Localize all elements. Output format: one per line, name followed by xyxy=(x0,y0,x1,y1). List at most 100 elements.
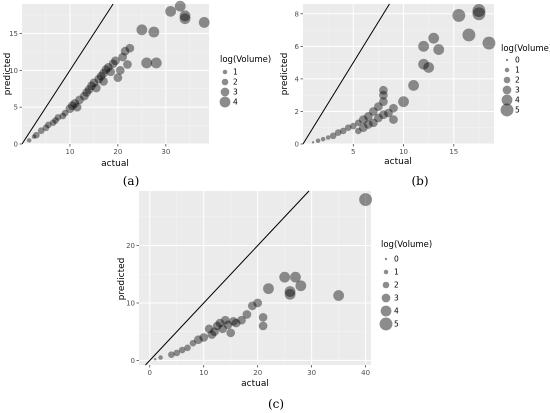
legend-key xyxy=(222,69,228,75)
data-point xyxy=(333,290,345,301)
data-point xyxy=(67,101,77,111)
legend-key xyxy=(503,76,511,84)
data-point xyxy=(125,43,135,53)
x-tick-label: 10 xyxy=(199,369,208,377)
data-point xyxy=(349,122,357,130)
legend-key xyxy=(221,78,229,86)
data-point xyxy=(379,90,388,100)
x-tick-label: 40 xyxy=(361,369,370,377)
data-point xyxy=(344,124,352,132)
data-point xyxy=(315,138,321,143)
identity-line xyxy=(21,3,114,145)
data-point xyxy=(374,113,383,123)
data-point xyxy=(263,283,274,295)
data-point xyxy=(179,10,191,22)
data-point xyxy=(215,318,225,328)
data-point xyxy=(226,328,236,338)
legend-title: log(Volume) xyxy=(381,240,432,250)
y-tick-label: 2 xyxy=(295,108,299,116)
data-point xyxy=(94,74,104,84)
data-point xyxy=(158,355,163,360)
legend-key xyxy=(219,96,231,108)
data-point xyxy=(418,58,430,70)
data-point xyxy=(363,111,373,121)
data-point xyxy=(150,57,162,69)
data-point xyxy=(184,344,191,352)
x-axis-label: actual xyxy=(384,157,412,167)
data-point xyxy=(65,104,75,113)
legend-key xyxy=(382,281,390,289)
data-point xyxy=(389,103,398,113)
y-axis-label: predicted xyxy=(117,258,127,301)
data-point xyxy=(165,5,177,17)
legend-title: log(Volume) xyxy=(501,44,550,54)
data-point xyxy=(52,117,59,124)
y-tick-label: 15 xyxy=(9,30,18,38)
data-point xyxy=(284,286,296,297)
y-tick-label: 10 xyxy=(126,299,135,307)
data-point xyxy=(363,120,373,129)
data-point xyxy=(212,321,222,331)
data-point xyxy=(258,312,268,322)
data-point xyxy=(91,83,101,93)
y-axis-label: predicted xyxy=(280,53,290,96)
data-point xyxy=(82,88,92,97)
data-point xyxy=(329,132,337,140)
legend-label: 3 xyxy=(233,88,238,97)
legend-label: 5 xyxy=(515,106,520,115)
y-tick-label: 10 xyxy=(9,67,18,75)
data-point xyxy=(334,129,342,136)
y-tick-label: 8 xyxy=(295,10,299,18)
x-tick-label: 20 xyxy=(253,369,262,377)
plot-background xyxy=(22,4,209,144)
legend-key xyxy=(504,67,510,73)
data-point xyxy=(168,351,175,358)
legend-label: 0 xyxy=(394,255,399,264)
data-point xyxy=(398,96,409,108)
data-point xyxy=(79,91,89,101)
identity-line xyxy=(302,3,390,145)
data-point xyxy=(354,119,362,127)
y-tick-label: 5 xyxy=(14,104,18,112)
data-point xyxy=(258,321,268,331)
data-point xyxy=(108,59,118,69)
x-axis-label: actual xyxy=(101,159,129,169)
data-point xyxy=(389,115,398,124)
data-point xyxy=(189,339,197,347)
data-point xyxy=(423,62,435,73)
data-point xyxy=(472,4,486,17)
data-point xyxy=(374,102,383,111)
legend-key xyxy=(380,305,392,317)
legend-label: 2 xyxy=(515,76,520,85)
x-axis-label: actual xyxy=(241,379,269,389)
data-point xyxy=(295,280,307,292)
legend-key xyxy=(383,269,389,275)
legend-key xyxy=(502,85,512,95)
data-point xyxy=(325,135,331,140)
data-point xyxy=(54,114,62,121)
data-point xyxy=(354,127,362,135)
data-point xyxy=(123,60,132,69)
data-point xyxy=(379,97,388,107)
x-tick-label: 0 xyxy=(148,369,152,377)
data-point xyxy=(472,7,486,21)
data-point xyxy=(253,298,263,308)
data-point xyxy=(339,127,347,135)
data-point xyxy=(218,324,227,334)
data-point xyxy=(136,24,148,36)
legend-key xyxy=(505,58,509,62)
data-point xyxy=(26,138,32,143)
data-point xyxy=(72,102,82,112)
legend-label: 5 xyxy=(394,320,399,329)
data-point xyxy=(115,65,125,75)
data-point xyxy=(204,324,214,334)
x-tick-label: 30 xyxy=(161,148,170,156)
legend-label: 2 xyxy=(394,281,399,290)
data-point xyxy=(210,327,219,337)
data-point xyxy=(231,318,241,328)
y-tick-label: 4 xyxy=(295,75,300,83)
data-point xyxy=(482,36,496,50)
data-point xyxy=(369,118,378,128)
